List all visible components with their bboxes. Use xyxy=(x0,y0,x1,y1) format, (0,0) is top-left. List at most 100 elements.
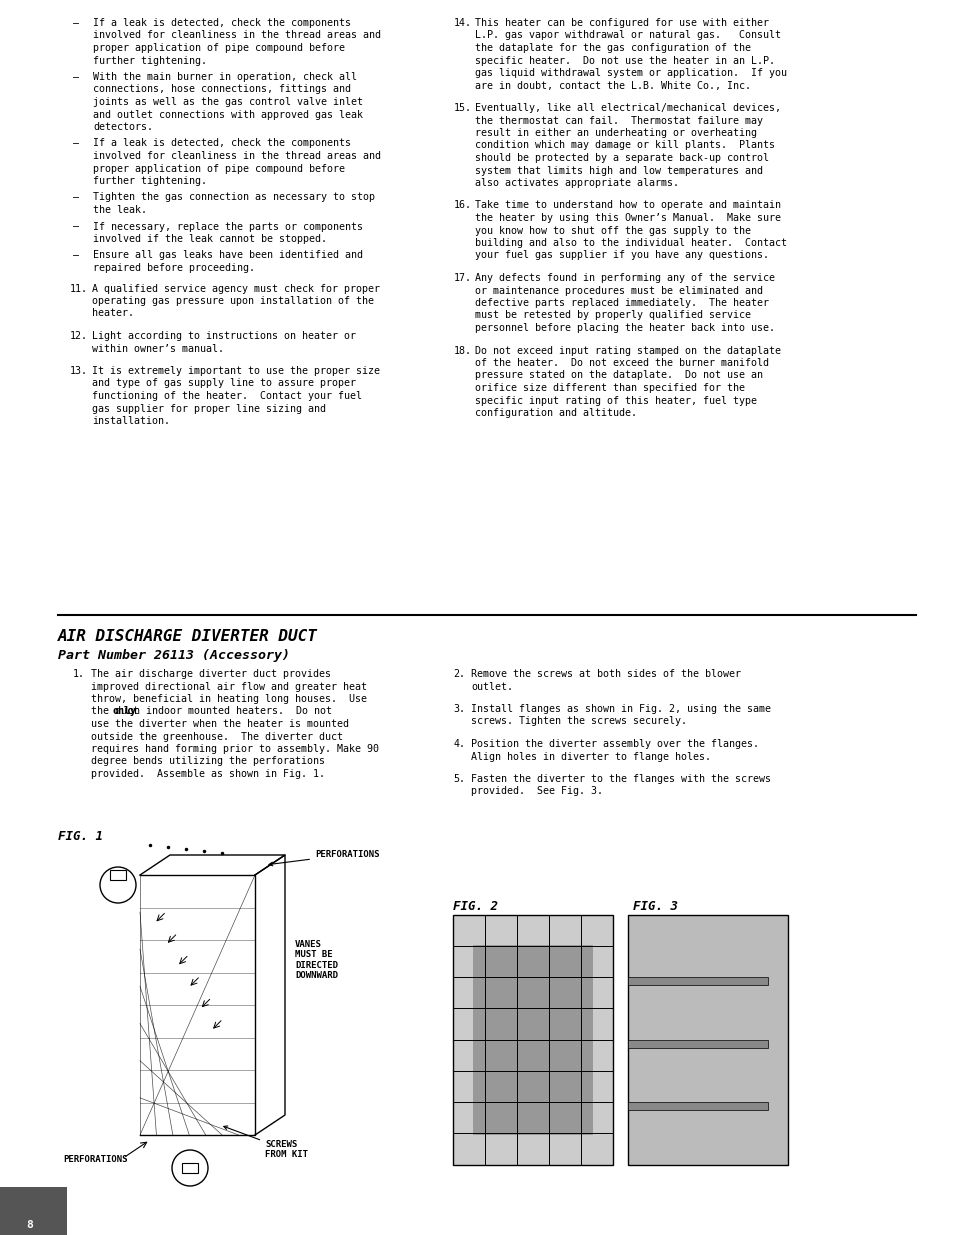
Circle shape xyxy=(172,1150,208,1186)
Text: –: – xyxy=(73,19,79,28)
Text: Any defects found in performing any of the service: Any defects found in performing any of t… xyxy=(475,273,775,283)
Text: proper application of pipe compound before: proper application of pipe compound befo… xyxy=(93,43,345,53)
Text: and type of gas supply line to assure proper: and type of gas supply line to assure pr… xyxy=(92,378,355,389)
Text: Do not exceed input rating stamped on the dataplate: Do not exceed input rating stamped on th… xyxy=(475,346,781,356)
FancyBboxPatch shape xyxy=(453,915,613,1165)
Text: pressure stated on the dataplate.  Do not use an: pressure stated on the dataplate. Do not… xyxy=(475,370,762,380)
Text: 16.: 16. xyxy=(453,200,471,210)
Text: the dataplate for the gas configuration of the: the dataplate for the gas configuration … xyxy=(475,43,751,53)
FancyBboxPatch shape xyxy=(110,869,126,881)
Text: PERFORATIONS: PERFORATIONS xyxy=(63,1155,128,1165)
Text: Fasten the diverter to the flanges with the screws: Fasten the diverter to the flanges with … xyxy=(471,774,771,784)
Text: and outlet connections with approved gas leak: and outlet connections with approved gas… xyxy=(93,110,363,120)
Text: involved for cleanliness in the thread areas and: involved for cleanliness in the thread a… xyxy=(93,151,381,161)
Text: –: – xyxy=(73,251,79,261)
Text: The air discharge diverter duct provides: The air discharge diverter duct provides xyxy=(91,669,331,679)
Text: AIR DISCHARGE DIVERTER DUCT: AIR DISCHARGE DIVERTER DUCT xyxy=(58,629,317,643)
Text: With the main burner in operation, check all: With the main burner in operation, check… xyxy=(93,72,356,82)
Text: –: – xyxy=(73,138,79,148)
Text: 2.: 2. xyxy=(453,669,465,679)
Text: personnel before placing the heater back into use.: personnel before placing the heater back… xyxy=(475,324,775,333)
Text: FIG. 3: FIG. 3 xyxy=(633,900,678,913)
Text: should be protected by a separate back-up control: should be protected by a separate back-u… xyxy=(475,153,768,163)
Text: Tighten the gas connection as necessary to stop: Tighten the gas connection as necessary … xyxy=(93,193,375,203)
Text: 18.: 18. xyxy=(453,346,471,356)
Text: you know how to shut off the gas supply to the: you know how to shut off the gas supply … xyxy=(475,226,751,236)
Text: gas liquid withdrawal system or application.  If you: gas liquid withdrawal system or applicat… xyxy=(475,68,786,78)
Text: 17.: 17. xyxy=(453,273,471,283)
Text: A qualified service agency must check for proper: A qualified service agency must check fo… xyxy=(92,284,379,294)
Text: 11.: 11. xyxy=(71,284,88,294)
Text: only: only xyxy=(112,706,136,716)
FancyBboxPatch shape xyxy=(628,977,767,986)
Text: involved for cleanliness in the thread areas and: involved for cleanliness in the thread a… xyxy=(93,31,381,41)
Text: gas supplier for proper line sizing and: gas supplier for proper line sizing and xyxy=(92,404,326,414)
Text: Part Number 26113 (Accessory): Part Number 26113 (Accessory) xyxy=(58,650,290,662)
FancyBboxPatch shape xyxy=(628,1102,767,1110)
Text: VANES
MUST BE
DIRECTED
DOWNWARD: VANES MUST BE DIRECTED DOWNWARD xyxy=(294,940,337,981)
Text: If a leak is detected, check the components: If a leak is detected, check the compone… xyxy=(93,19,351,28)
Text: outside the greenhouse.  The diverter duct: outside the greenhouse. The diverter duc… xyxy=(91,731,343,741)
Text: condition which may damage or kill plants.  Plants: condition which may damage or kill plant… xyxy=(475,141,775,151)
Text: 3.: 3. xyxy=(453,704,465,714)
Text: throw, beneficial in heating long houses.  Use: throw, beneficial in heating long houses… xyxy=(91,694,367,704)
Text: configuration and altitude.: configuration and altitude. xyxy=(475,408,637,417)
Text: improved directional air flow and greater heat: improved directional air flow and greate… xyxy=(91,682,367,692)
Text: orifice size different than specified for the: orifice size different than specified fo… xyxy=(475,383,744,393)
Text: 14.: 14. xyxy=(453,19,471,28)
Text: provided.  Assemble as shown in Fig. 1.: provided. Assemble as shown in Fig. 1. xyxy=(91,769,325,779)
Text: on indoor mounted heaters.  Do not: on indoor mounted heaters. Do not xyxy=(121,706,332,716)
Text: 15.: 15. xyxy=(453,103,471,112)
Text: Position the diverter assembly over the flanges.: Position the diverter assembly over the … xyxy=(471,739,759,748)
Text: detectors.: detectors. xyxy=(93,122,153,132)
Text: heater.: heater. xyxy=(92,309,134,319)
Text: SCREWS
FROM KIT: SCREWS FROM KIT xyxy=(224,1126,308,1160)
Text: Light according to instructions on heater or: Light according to instructions on heate… xyxy=(92,331,355,341)
Text: connections, hose connections, fittings and: connections, hose connections, fittings … xyxy=(93,84,351,95)
Text: Take time to understand how to operate and maintain: Take time to understand how to operate a… xyxy=(475,200,781,210)
Text: degree bends utilizing the perforations: degree bends utilizing the perforations xyxy=(91,757,325,767)
Text: further tightening.: further tightening. xyxy=(93,56,207,65)
Text: 4.: 4. xyxy=(453,739,465,748)
Text: or maintenance procedures must be eliminated and: or maintenance procedures must be elimin… xyxy=(475,285,762,295)
FancyBboxPatch shape xyxy=(473,945,593,1135)
Text: joints as well as the gas control valve inlet: joints as well as the gas control valve … xyxy=(93,98,363,107)
Text: –: – xyxy=(73,193,79,203)
Text: proper application of pipe compound before: proper application of pipe compound befo… xyxy=(93,163,345,173)
Text: screws. Tighten the screws securely.: screws. Tighten the screws securely. xyxy=(471,716,687,726)
Text: Remove the screws at both sides of the blower: Remove the screws at both sides of the b… xyxy=(471,669,740,679)
Text: the heater by using this Owner’s Manual.  Make sure: the heater by using this Owner’s Manual.… xyxy=(475,212,781,224)
Text: If necessary, replace the parts or components: If necessary, replace the parts or compo… xyxy=(93,221,363,231)
Text: building and also to the individual heater.  Contact: building and also to the individual heat… xyxy=(475,238,786,248)
Text: If a leak is detected, check the components: If a leak is detected, check the compone… xyxy=(93,138,351,148)
Text: must be retested by properly qualified service: must be retested by properly qualified s… xyxy=(475,310,751,321)
Text: the leak.: the leak. xyxy=(93,205,147,215)
Text: This heater can be configured for use with either: This heater can be configured for use wi… xyxy=(475,19,768,28)
Text: Eventually, like all electrical/mechanical devices,: Eventually, like all electrical/mechanic… xyxy=(475,103,781,112)
Circle shape xyxy=(100,867,136,903)
Text: Align holes in diverter to flange holes.: Align holes in diverter to flange holes. xyxy=(471,752,711,762)
Text: requires hand forming prior to assembly. Make 90: requires hand forming prior to assembly.… xyxy=(91,743,378,755)
Text: Ensure all gas leaks have been identified and: Ensure all gas leaks have been identifie… xyxy=(93,251,363,261)
Text: within owner’s manual.: within owner’s manual. xyxy=(92,343,224,353)
Text: FIG. 2: FIG. 2 xyxy=(453,900,497,913)
Text: use the diverter when the heater is mounted: use the diverter when the heater is moun… xyxy=(91,719,349,729)
Text: defective parts replaced immediately.  The heater: defective parts replaced immediately. Th… xyxy=(475,298,768,308)
Text: installation.: installation. xyxy=(92,416,170,426)
FancyBboxPatch shape xyxy=(628,1040,767,1049)
Text: outlet.: outlet. xyxy=(471,682,513,692)
Text: 13.: 13. xyxy=(71,366,88,375)
Text: PERFORATIONS: PERFORATIONS xyxy=(269,850,379,866)
Text: provided.  See Fig. 3.: provided. See Fig. 3. xyxy=(471,787,602,797)
Text: 5.: 5. xyxy=(453,774,465,784)
Text: FIG. 1: FIG. 1 xyxy=(58,830,103,844)
Text: specific input rating of this heater, fuel type: specific input rating of this heater, fu… xyxy=(475,395,757,405)
Text: 12.: 12. xyxy=(71,331,88,341)
Text: result in either an underheating or overheating: result in either an underheating or over… xyxy=(475,128,757,138)
Text: the thermostat can fail.  Thermostat failure may: the thermostat can fail. Thermostat fail… xyxy=(475,116,762,126)
Text: 8: 8 xyxy=(27,1220,33,1230)
Text: 1.: 1. xyxy=(73,669,85,679)
Text: –: – xyxy=(73,221,79,231)
FancyBboxPatch shape xyxy=(182,1163,198,1173)
Text: operating gas pressure upon installation of the: operating gas pressure upon installation… xyxy=(92,296,374,306)
